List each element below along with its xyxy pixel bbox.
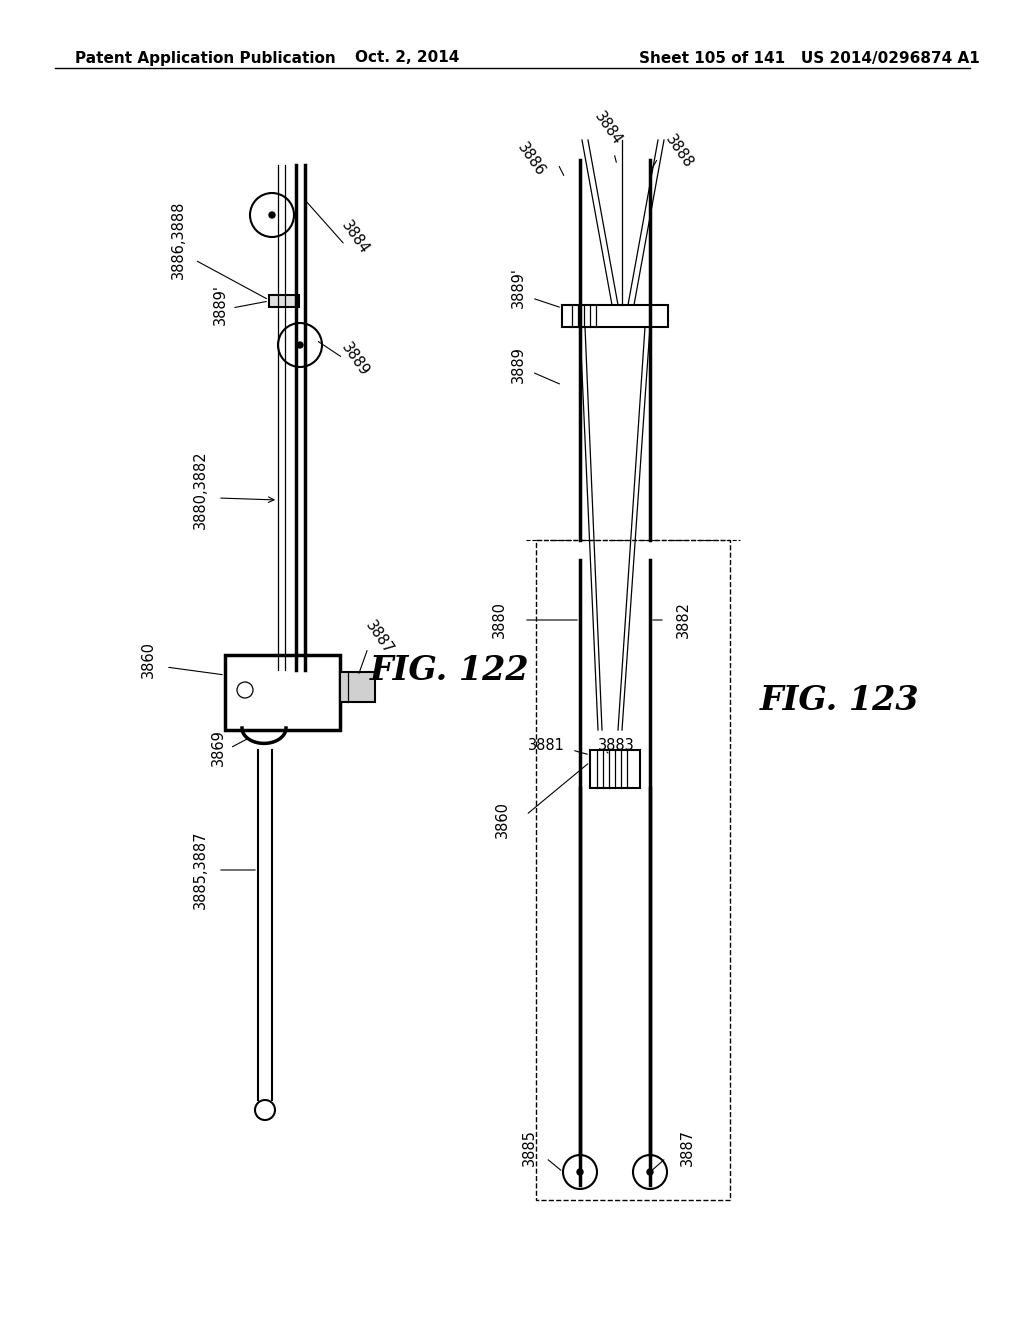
Circle shape	[250, 193, 294, 238]
Text: 3887: 3887	[362, 619, 395, 657]
Text: 3860: 3860	[140, 642, 156, 678]
Circle shape	[297, 342, 303, 348]
Text: 3887: 3887	[680, 1130, 695, 1167]
Text: 3886: 3886	[515, 141, 548, 180]
Bar	[340, 672, 375, 702]
Bar	[225, 655, 340, 730]
Text: 3886,3888: 3886,3888	[171, 201, 185, 280]
Text: 3885: 3885	[522, 1130, 537, 1167]
Text: 3880: 3880	[492, 602, 507, 639]
Circle shape	[577, 1170, 583, 1175]
Text: 3881: 3881	[528, 738, 565, 752]
Text: 3885,3887: 3885,3887	[193, 830, 208, 909]
Text: 3869: 3869	[211, 730, 225, 767]
Bar	[536, 540, 730, 1200]
Text: 3882: 3882	[676, 602, 691, 639]
Text: 3889: 3889	[338, 341, 372, 379]
Text: 3880,3882: 3880,3882	[193, 450, 208, 529]
Text: 3889': 3889'	[213, 285, 228, 326]
Text: FIG. 122: FIG. 122	[370, 653, 529, 686]
Text: Patent Application Publication: Patent Application Publication	[75, 50, 336, 66]
Circle shape	[633, 1155, 667, 1189]
Text: 3888: 3888	[662, 132, 695, 172]
Text: FIG. 123: FIG. 123	[760, 684, 920, 717]
Circle shape	[563, 1155, 597, 1189]
Text: 3884: 3884	[591, 110, 625, 148]
Bar	[562, 305, 668, 327]
Circle shape	[647, 1170, 653, 1175]
Circle shape	[269, 213, 275, 218]
Text: 3889: 3889	[511, 347, 526, 383]
Text: Sheet 105 of 141   US 2014/0296874 A1: Sheet 105 of 141 US 2014/0296874 A1	[639, 50, 980, 66]
Bar	[590, 750, 640, 788]
Text: 3884: 3884	[338, 219, 372, 257]
Bar	[269, 294, 299, 308]
Text: 3889': 3889'	[511, 268, 526, 309]
Circle shape	[278, 323, 322, 367]
Text: Oct. 2, 2014: Oct. 2, 2014	[355, 50, 460, 66]
Text: 3883: 3883	[598, 738, 635, 752]
Text: 3860: 3860	[495, 801, 510, 838]
